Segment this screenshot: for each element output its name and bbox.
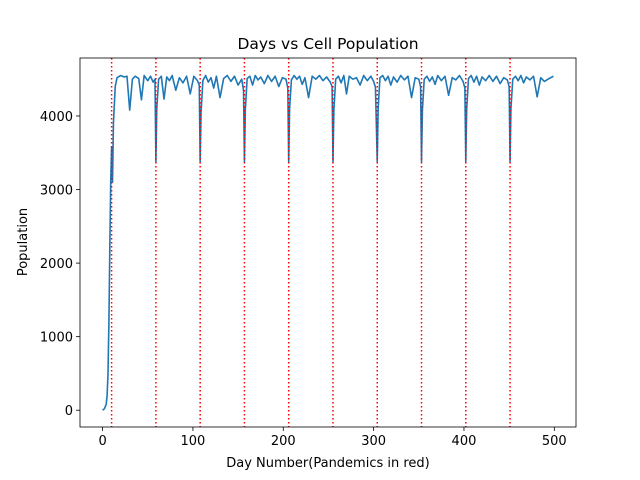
x-tick-label: 100	[181, 434, 206, 449]
y-axis-label: Population	[16, 208, 31, 276]
data-line	[102, 74, 554, 411]
x-tick-label: 400	[452, 434, 477, 449]
x-axis-label: Day Number(Pandemics in red)	[226, 456, 430, 471]
y-tick-label: 0	[65, 404, 73, 419]
chart-title: Days vs Cell Population	[237, 35, 418, 53]
y-tick-label: 4000	[40, 110, 73, 125]
x-tick-label: 300	[361, 434, 386, 449]
y-tick-label: 2000	[40, 257, 73, 272]
x-tick-label: 200	[271, 434, 296, 449]
y-tick-label: 1000	[40, 331, 73, 346]
plot-frame	[79, 57, 577, 428]
x-tick-label: 0	[98, 434, 106, 449]
y-tick-label: 3000	[40, 184, 73, 199]
x-tick-label: 500	[542, 434, 567, 449]
